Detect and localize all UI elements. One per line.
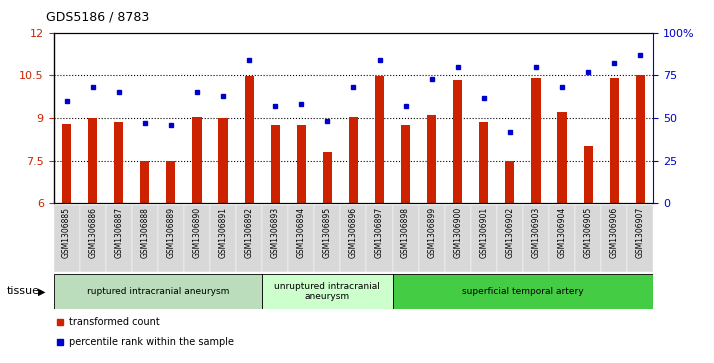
Bar [523, 205, 549, 272]
Bar [88, 118, 97, 203]
Text: GSM1306897: GSM1306897 [375, 207, 384, 258]
Text: GSM1306903: GSM1306903 [531, 207, 540, 258]
Text: GSM1306901: GSM1306901 [479, 207, 488, 258]
Bar [583, 146, 593, 203]
Bar [314, 205, 341, 272]
Bar [262, 205, 288, 272]
Bar [506, 161, 515, 203]
Text: GSM1306896: GSM1306896 [349, 207, 358, 258]
Bar [627, 205, 653, 272]
Text: percentile rank within the sample: percentile rank within the sample [69, 337, 233, 347]
Text: GSM1306892: GSM1306892 [245, 207, 253, 258]
Bar [245, 76, 253, 203]
Text: GDS5186 / 8783: GDS5186 / 8783 [46, 11, 150, 24]
Bar [166, 161, 176, 203]
Bar [635, 76, 645, 203]
Bar [497, 205, 523, 272]
Bar [427, 115, 436, 203]
Bar [262, 274, 393, 309]
Text: ruptured intracranial aneurysm: ruptured intracranial aneurysm [86, 287, 229, 296]
Text: unruptured intracranial
aneurysm: unruptured intracranial aneurysm [274, 282, 381, 301]
Text: GSM1306890: GSM1306890 [193, 207, 201, 258]
Bar [158, 205, 184, 272]
Bar [393, 205, 418, 272]
Text: GSM1306895: GSM1306895 [323, 207, 332, 258]
Bar [288, 205, 314, 272]
Bar [401, 125, 410, 203]
Text: transformed count: transformed count [69, 317, 159, 327]
Text: GSM1306894: GSM1306894 [297, 207, 306, 258]
Text: GSM1306905: GSM1306905 [583, 207, 593, 258]
Bar [62, 124, 71, 203]
Bar [601, 205, 627, 272]
Text: GSM1306887: GSM1306887 [114, 207, 124, 258]
Bar [531, 78, 540, 203]
Text: GSM1306885: GSM1306885 [62, 207, 71, 258]
Text: GSM1306891: GSM1306891 [218, 207, 228, 258]
Bar [549, 205, 575, 272]
Bar [453, 79, 462, 203]
Bar [366, 205, 393, 272]
Text: GSM1306899: GSM1306899 [427, 207, 436, 258]
Bar [393, 274, 653, 309]
Bar [106, 205, 132, 272]
Bar [558, 112, 567, 203]
Text: GSM1306906: GSM1306906 [610, 207, 619, 258]
Bar [132, 205, 158, 272]
Bar [479, 122, 488, 203]
Bar [297, 125, 306, 203]
Bar [341, 205, 366, 272]
Text: GSM1306888: GSM1306888 [141, 207, 149, 258]
Text: GSM1306900: GSM1306900 [453, 207, 462, 258]
Bar [575, 205, 601, 272]
Bar [114, 122, 124, 203]
Bar [418, 205, 445, 272]
Bar [471, 205, 497, 272]
Text: GSM1306904: GSM1306904 [558, 207, 566, 258]
Bar [80, 205, 106, 272]
Text: GSM1306907: GSM1306907 [635, 207, 645, 258]
Bar [445, 205, 471, 272]
Bar [192, 117, 201, 203]
Bar [349, 117, 358, 203]
Text: GSM1306902: GSM1306902 [506, 207, 514, 258]
Bar [54, 205, 80, 272]
Text: GSM1306886: GSM1306886 [88, 207, 97, 258]
Bar [610, 78, 619, 203]
Bar [210, 205, 236, 272]
Bar [271, 125, 280, 203]
Text: ▶: ▶ [38, 286, 46, 296]
Text: superficial temporal artery: superficial temporal artery [462, 287, 584, 296]
Text: tissue: tissue [7, 286, 40, 296]
Bar [218, 118, 228, 203]
Text: GSM1306898: GSM1306898 [401, 207, 410, 258]
Text: GSM1306889: GSM1306889 [166, 207, 176, 258]
Text: GSM1306893: GSM1306893 [271, 207, 280, 258]
Bar [54, 274, 262, 309]
Bar [236, 205, 262, 272]
Bar [140, 161, 149, 203]
Bar [184, 205, 210, 272]
Bar [323, 152, 332, 203]
Bar [375, 76, 384, 203]
